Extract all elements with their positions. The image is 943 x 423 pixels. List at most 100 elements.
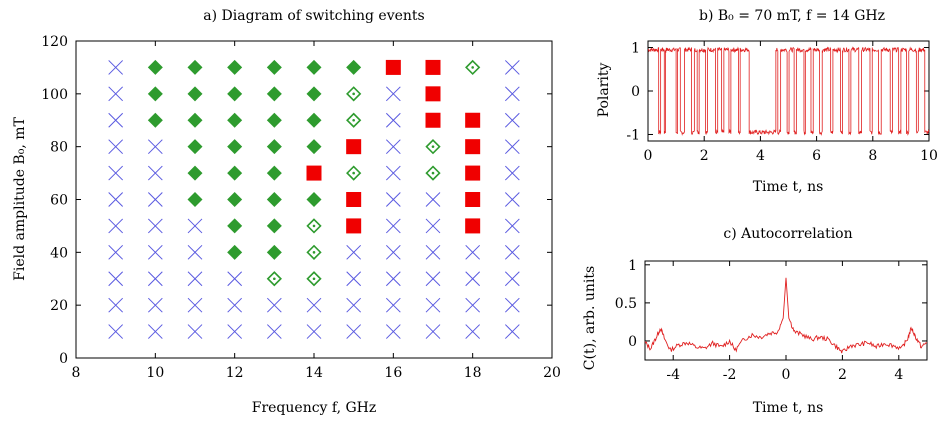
panel-b-x-tick-label: 6 — [812, 148, 821, 164]
cross-marker — [108, 139, 124, 155]
cross-marker — [108, 297, 124, 313]
cross-marker — [504, 86, 520, 102]
cross-marker — [385, 165, 401, 181]
cross-marker — [385, 112, 401, 128]
cross-marker — [147, 271, 163, 287]
cross-marker — [108, 165, 124, 181]
open-diamond-marker — [346, 112, 362, 128]
panel-b-polarity-line — [647, 46, 930, 136]
cross-marker — [187, 244, 203, 260]
panel-a-x-tick-label: 20 — [543, 365, 561, 381]
cross-marker — [147, 165, 163, 181]
panel-a-y-tick-label: 0 — [59, 351, 68, 367]
cross-marker — [504, 271, 520, 287]
cross-marker — [187, 297, 203, 313]
cross-marker — [147, 192, 163, 207]
panel-c-y-ticks: 00.51 — [615, 258, 927, 350]
square-marker — [385, 59, 401, 75]
panel-c-y-tick-label: 0.5 — [615, 296, 637, 312]
filled-diamond-marker — [306, 86, 322, 102]
panel-c-x-tick-label: -2 — [723, 367, 737, 383]
square-marker — [346, 192, 362, 207]
open-diamond-marker — [306, 218, 322, 234]
cross-marker — [346, 324, 362, 339]
cross-marker — [425, 244, 441, 260]
panel-b-x-tick-label: 10 — [920, 148, 938, 164]
panel-b-y-tick-label: -1 — [626, 127, 640, 143]
open-diamond-marker — [425, 139, 441, 155]
cross-marker — [346, 244, 362, 260]
filled-diamond-marker — [147, 59, 163, 75]
cross-marker — [147, 324, 163, 339]
cross-marker — [504, 324, 520, 339]
filled-diamond-marker — [187, 112, 203, 128]
filled-diamond-marker — [266, 139, 282, 155]
panel-c-x-tick-label: 2 — [838, 367, 847, 383]
cross-marker — [346, 297, 362, 313]
panel-b-x-ticks: 0 2 4 6 8 10 — [644, 41, 938, 164]
panel-b-y-tick-label: 0 — [631, 84, 640, 100]
panel-a-x-tick-label: 8 — [72, 365, 81, 381]
panel-b-y-ticks: -1 0 1 — [626, 41, 929, 143]
open-diamond-marker — [266, 271, 282, 287]
panel-b-frame — [647, 40, 930, 142]
cross-marker — [108, 324, 124, 339]
filled-diamond-marker — [306, 59, 322, 75]
panel-b-polarity: b) B₀ = 70 mT, f = 14 GHz 0 2 4 6 8 10 -101 T… — [596, 8, 938, 195]
panel-a-x-tick-label: 16 — [384, 365, 402, 381]
panel-c-x-tick-label: -4 — [666, 367, 680, 383]
panel-a-y-tick-label: 20 — [50, 298, 68, 314]
cross-marker — [266, 297, 282, 313]
panel-c-autocorrelation-line — [644, 277, 928, 354]
panel-c-y-tick-label: 0 — [628, 334, 637, 350]
panel-a-y-label: Field amplitude B₀, mT — [12, 117, 28, 281]
cross-marker — [385, 244, 401, 260]
panel-a-y-ticks: 0 20 40 60 80 100 120 — [41, 34, 552, 367]
panel-a-switching-diagram: a) Diagram of switching events 8 10 12 14 16… — [12, 8, 561, 416]
cross-marker — [425, 271, 441, 287]
panel-b-x-tick-label: 4 — [756, 148, 765, 164]
filled-diamond-marker — [306, 139, 322, 155]
cross-marker — [108, 60, 124, 75]
panel-a-y-tick-label: 40 — [50, 245, 68, 261]
panel-a-x-tick-label: 18 — [464, 365, 482, 381]
panel-c-x-tick-label: 4 — [894, 367, 903, 383]
filled-diamond-marker — [266, 218, 282, 234]
cross-marker — [266, 324, 282, 339]
filled-diamond-marker — [266, 244, 282, 260]
panel-a-title: a) Diagram of switching events — [203, 8, 424, 24]
cross-marker — [425, 218, 441, 234]
cross-marker — [108, 271, 124, 287]
panel-b-y-label: Polarity — [596, 63, 612, 118]
panel-c-x-tick-label: 0 — [782, 367, 791, 383]
panel-a-y-tick-label: 60 — [50, 193, 68, 209]
panel-b-x-tick-label: 2 — [700, 148, 709, 164]
square-marker — [425, 112, 441, 128]
filled-diamond-marker — [227, 139, 243, 155]
filled-diamond-marker — [266, 112, 282, 128]
cross-marker — [385, 218, 401, 234]
filled-diamond-marker — [227, 218, 243, 234]
cross-marker — [385, 192, 401, 207]
open-diamond-marker — [346, 86, 362, 102]
cross-marker — [504, 165, 520, 181]
filled-diamond-marker — [346, 59, 362, 75]
cross-marker — [425, 324, 441, 339]
cross-marker — [504, 244, 520, 260]
cross-marker — [465, 244, 481, 260]
cross-marker — [385, 139, 401, 155]
cross-marker — [504, 192, 520, 207]
filled-diamond-marker — [266, 86, 282, 102]
filled-diamond-marker — [266, 165, 282, 181]
square-marker — [465, 139, 481, 155]
panel-b-x-label: Time t, ns — [753, 179, 824, 195]
cross-marker — [385, 297, 401, 313]
cross-marker — [108, 218, 124, 234]
open-diamond-marker — [306, 244, 322, 260]
square-marker — [306, 165, 322, 181]
filled-diamond-marker — [187, 86, 203, 102]
panel-a-x-tick-label: 10 — [146, 365, 164, 381]
square-marker — [465, 218, 481, 234]
cross-marker — [108, 192, 124, 207]
filled-diamond-marker — [147, 112, 163, 128]
